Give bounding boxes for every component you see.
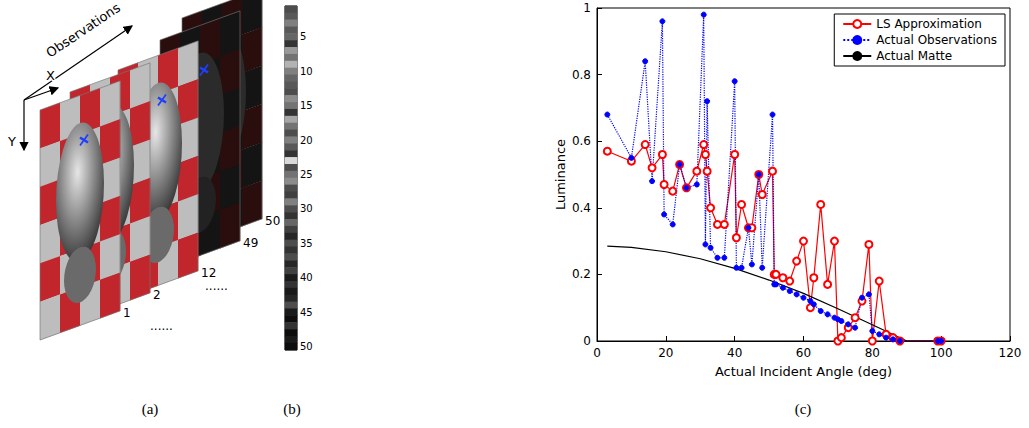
svg-text:60: 60 <box>796 346 811 360</box>
svg-text:Observations: Observations <box>43 0 123 60</box>
svg-text:100: 100 <box>930 346 953 360</box>
svg-text:0.2: 0.2 <box>572 267 591 281</box>
svg-text:20: 20 <box>658 346 673 360</box>
svg-text:Luminance: Luminance <box>553 139 568 210</box>
svg-text:10: 10 <box>300 66 313 77</box>
svg-text:2: 2 <box>153 288 161 302</box>
svg-text:20: 20 <box>300 135 313 146</box>
svg-text:0: 0 <box>583 334 591 348</box>
svg-text:......: ...... <box>205 279 228 293</box>
svg-text:Actual Observations: Actual Observations <box>876 33 997 47</box>
svg-text:LS Approximation: LS Approximation <box>876 17 982 31</box>
svg-text:49: 49 <box>243 236 258 250</box>
svg-text:0.6: 0.6 <box>572 134 591 148</box>
html-text:(b): (b) <box>283 401 301 417</box>
svg-text:120: 120 <box>999 346 1022 360</box>
svg-text:X: X <box>46 68 55 83</box>
svg-text:40: 40 <box>300 272 313 283</box>
svg-text:12: 12 <box>201 266 216 280</box>
html-text:(a): (a) <box>141 401 159 417</box>
svg-text:50: 50 <box>265 214 280 228</box>
svg-text:0.8: 0.8 <box>572 68 591 82</box>
svg-text:1: 1 <box>123 306 131 320</box>
svg-text:50: 50 <box>300 341 313 352</box>
svg-text:......: ...... <box>150 319 173 333</box>
svg-text:35: 35 <box>300 238 313 249</box>
svg-text:Actual Matte: Actual Matte <box>876 49 952 63</box>
html-text:(c): (c) <box>794 401 812 417</box>
svg-text:40: 40 <box>727 346 742 360</box>
svg-text:25: 25 <box>300 169 313 180</box>
svg-text:30: 30 <box>300 203 313 214</box>
svg-text:Actual Incident Angle (deg): Actual Incident Angle (deg) <box>715 364 892 379</box>
svg-text:15: 15 <box>300 100 313 111</box>
svg-text:0.4: 0.4 <box>572 201 591 215</box>
svg-text:Y: Y <box>7 134 16 149</box>
svg-text:80: 80 <box>865 346 880 360</box>
svg-text:1: 1 <box>583 1 591 15</box>
svg-text:0: 0 <box>593 346 601 360</box>
svg-text:5: 5 <box>300 31 306 42</box>
svg-text:45: 45 <box>300 307 313 318</box>
